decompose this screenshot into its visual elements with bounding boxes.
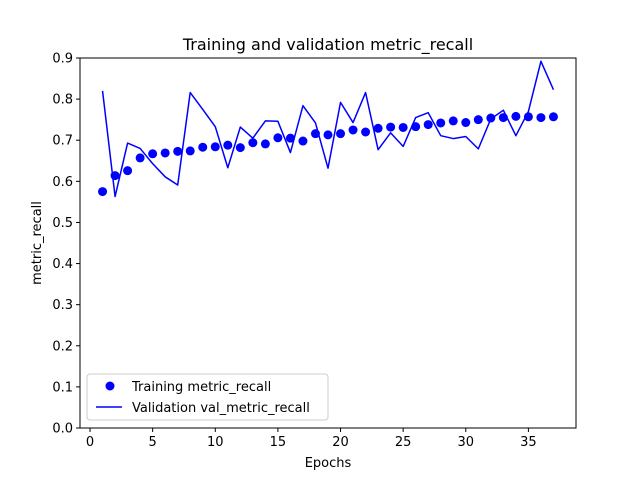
validation-line: [101, 60, 555, 198]
training-point: [448, 116, 458, 126]
training-point: [436, 118, 446, 128]
plot-area: [98, 60, 558, 198]
y-tick-label: 0.5: [52, 216, 73, 231]
training-point: [160, 148, 170, 158]
training-point: [248, 138, 258, 148]
training-point: [148, 149, 158, 159]
training-point: [273, 133, 283, 143]
plot-frame: [79, 57, 577, 429]
training-point: [210, 142, 220, 152]
training-point: [185, 146, 195, 156]
x-tick-label: 35: [520, 435, 537, 450]
y-tick-label: 0.3: [52, 298, 73, 313]
x-tick-label: 30: [458, 435, 475, 450]
training-point: [536, 113, 546, 123]
y-axis-label: metric_recall: [30, 201, 45, 285]
training-point: [398, 122, 408, 132]
x-axis-label: Epochs: [305, 456, 352, 471]
x-tick-label: 10: [207, 435, 224, 450]
training-point: [135, 153, 145, 163]
training-point: [423, 120, 433, 130]
training-point: [198, 142, 208, 152]
training-point: [386, 122, 396, 132]
y-tick-label: 0.8: [52, 93, 73, 108]
x-axis: 0 5 10 15 20 25 30 35: [86, 428, 537, 450]
training-point: [173, 146, 183, 156]
training-point: [373, 123, 383, 133]
x-tick-label: 25: [395, 435, 412, 450]
legend-label-training: Training metric_recall: [131, 380, 271, 395]
y-tick-label: 0.6: [52, 175, 73, 190]
y-tick-label: 0.9: [52, 52, 73, 67]
y-tick-label: 0.1: [52, 380, 73, 395]
training-point: [323, 130, 333, 140]
legend-label-validation: Validation val_metric_recall: [132, 401, 310, 416]
training-point: [361, 127, 371, 137]
y-tick-label: 0.0: [52, 422, 73, 437]
training-point: [98, 187, 108, 197]
legend: Training metric_recall Validation val_me…: [86, 373, 329, 421]
training-point: [298, 136, 308, 146]
y-tick-label: 0.2: [52, 339, 73, 354]
y-tick-label: 0.4: [52, 257, 73, 272]
y-tick-label: 0.7: [52, 134, 73, 149]
training-point: [511, 111, 521, 121]
x-tick-label: 20: [332, 435, 349, 450]
training-point: [461, 118, 471, 128]
x-tick-label: 15: [270, 435, 287, 450]
training-point: [473, 115, 483, 125]
x-tick-label: 0: [86, 435, 94, 450]
training-point: [260, 139, 270, 149]
training-point: [548, 112, 558, 122]
training-point: [123, 166, 133, 176]
training-point: [285, 133, 295, 143]
legend-box: [86, 373, 329, 421]
training-point: [235, 143, 245, 153]
y-axis: 0.0 0.1 0.2 0.3 0.4 0.5 0.6 0.7 0.8 0.9: [52, 52, 80, 437]
x-tick-label: 5: [149, 435, 157, 450]
training-point: [223, 140, 233, 150]
chart-title: Training and validation metric_recall: [182, 35, 473, 55]
legend-marker-training: [105, 381, 115, 391]
training-point: [336, 129, 346, 139]
training-point: [348, 125, 358, 135]
